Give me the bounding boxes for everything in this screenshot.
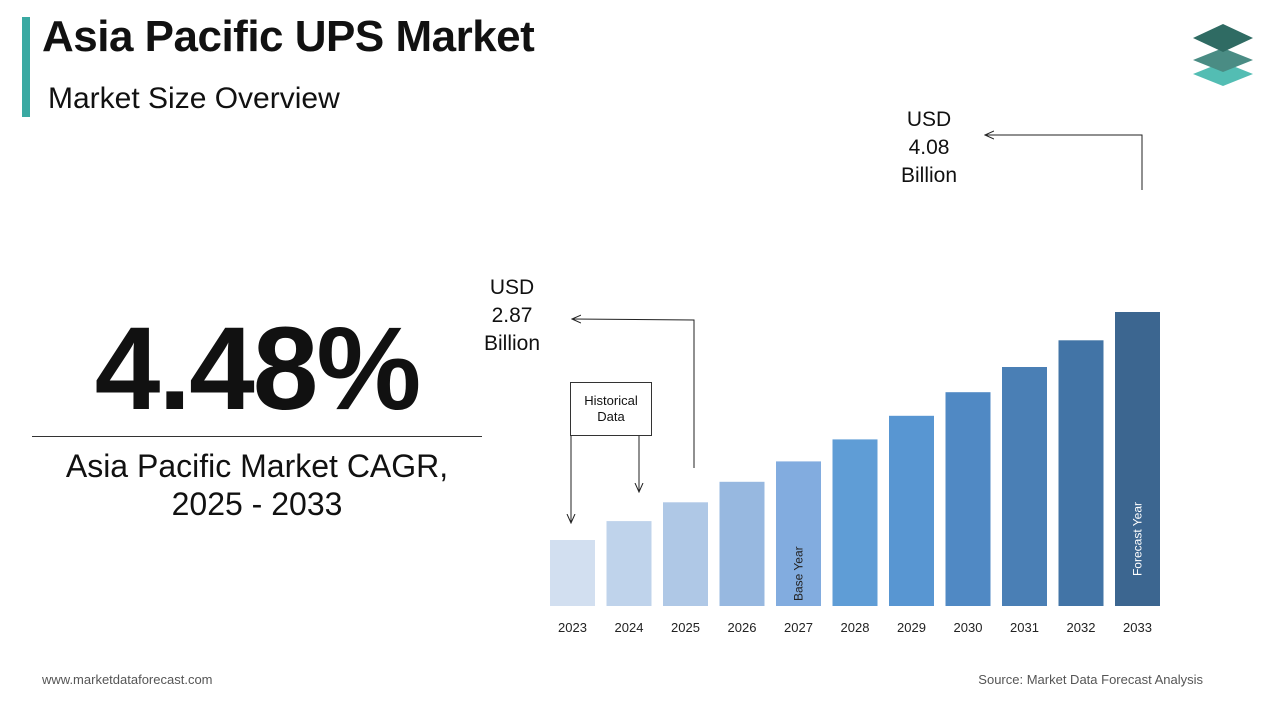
bar-2026 — [719, 481, 765, 606]
bar-2029 — [889, 415, 934, 606]
start-value-amount: 2.87 — [491, 304, 533, 327]
bar-2033 — [1115, 312, 1160, 606]
end-value-connector — [985, 135, 1143, 190]
end-value-unit: Billion — [900, 164, 958, 187]
x-tick-label-2032: 2032 — [1067, 620, 1096, 635]
bar-annotation-2027: Base Year — [792, 546, 806, 601]
start-value-callout: USD 2.87 Billion — [472, 274, 552, 358]
bar-2032 — [1058, 340, 1104, 606]
bar-2031 — [1002, 367, 1047, 606]
bar-2025 — [663, 502, 708, 606]
page-subtitle: Market Size Overview — [48, 82, 340, 115]
bar-2027 — [776, 461, 821, 606]
cagr-label-line-1: Asia Pacific Market CAGR, — [65, 448, 449, 484]
x-tick-label-2031: 2031 — [1010, 620, 1039, 635]
website-url: www.marketdataforecast.com — [42, 672, 213, 687]
cagr-divider — [32, 436, 482, 437]
x-tick-label-2023: 2023 — [558, 620, 587, 635]
historical-data-line-2: Data — [597, 409, 625, 424]
cagr-label: Asia Pacific Market CAGR, 2025 - 2033 — [32, 447, 482, 523]
bar-annotation-2033: Forecast Year — [1131, 502, 1145, 576]
title-accent-bar — [22, 17, 30, 117]
x-tick-label-2030: 2030 — [954, 620, 983, 635]
bar-2030 — [945, 392, 991, 606]
stacked-layers-icon — [1193, 24, 1253, 86]
bar-2028 — [832, 439, 878, 606]
start-value-unit: Billion — [483, 332, 541, 355]
start-value-currency: USD — [489, 276, 535, 299]
x-tick-label-2033: 2033 — [1123, 620, 1152, 635]
cagr-label-line-2: 2025 - 2033 — [171, 486, 343, 522]
x-tick-label-2026: 2026 — [728, 620, 757, 635]
x-tick-label-2027: 2027 — [784, 620, 813, 635]
historical-data-box: Historical Data — [570, 382, 652, 436]
end-value-callout: USD 4.08 Billion — [889, 106, 969, 190]
x-tick-label-2024: 2024 — [615, 620, 644, 635]
x-tick-label-2028: 2028 — [841, 620, 870, 635]
start-value-connector — [572, 319, 695, 468]
bar-2023 — [550, 540, 595, 606]
bar-2024 — [606, 521, 652, 606]
end-value-amount: 4.08 — [908, 136, 950, 159]
page-title: Asia Pacific UPS Market — [42, 12, 535, 61]
source-note: Source: Market Data Forecast Analysis — [978, 672, 1203, 687]
x-tick-label-2029: 2029 — [897, 620, 926, 635]
cagr-value: 4.48% — [94, 303, 422, 435]
end-value-currency: USD — [906, 108, 952, 131]
historical-data-line-1: Historical — [584, 393, 638, 408]
x-tick-label-2025: 2025 — [671, 620, 700, 635]
